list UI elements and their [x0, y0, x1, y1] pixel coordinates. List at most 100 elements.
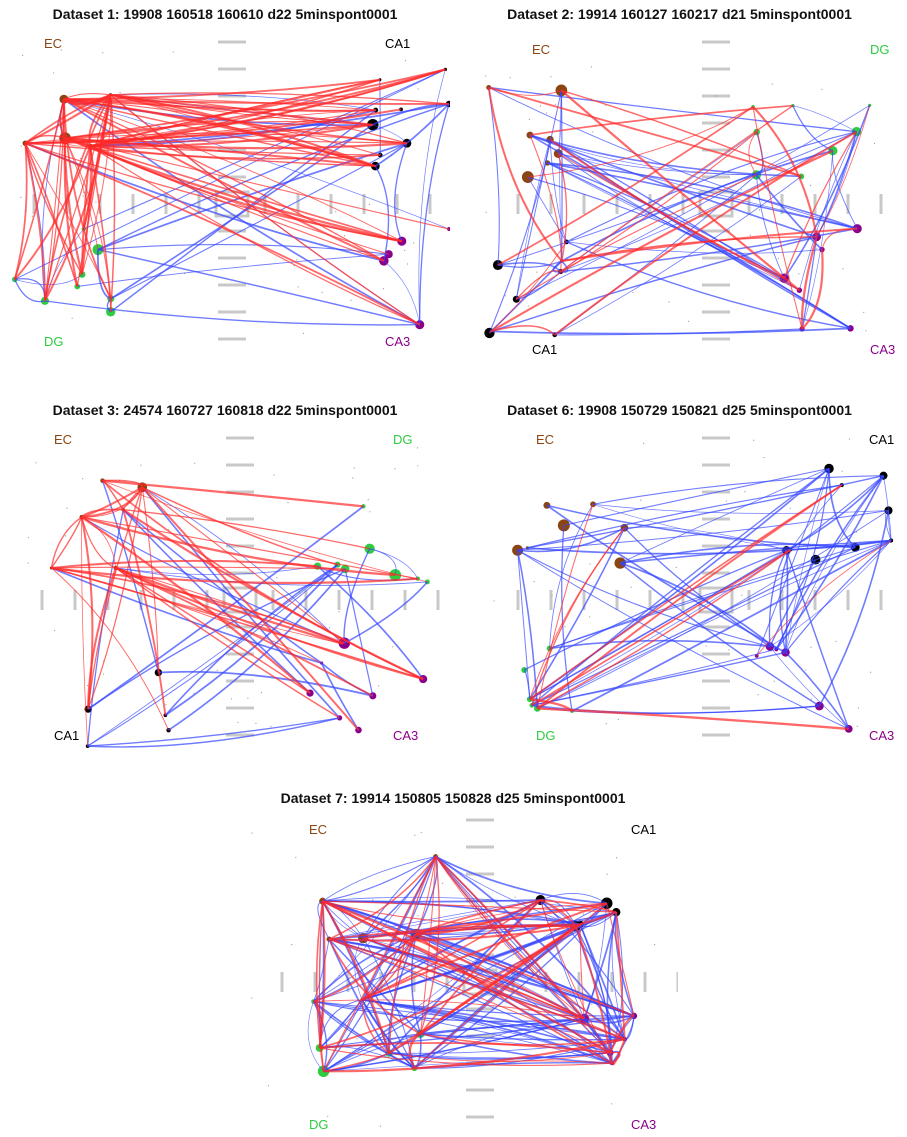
edge — [389, 1051, 611, 1060]
edge — [536, 549, 792, 710]
background-dot — [379, 1125, 382, 1127]
edge — [816, 105, 871, 238]
edge — [80, 516, 94, 710]
edge — [110, 92, 450, 105]
background-dot — [842, 268, 844, 270]
edge — [13, 143, 28, 280]
edge — [415, 899, 541, 936]
edge — [785, 540, 892, 653]
edge — [523, 669, 531, 700]
background-dot — [606, 873, 608, 875]
background-dot — [741, 594, 743, 596]
scaffold-center — [698, 190, 734, 218]
edge — [81, 516, 418, 580]
background-dot — [773, 680, 775, 682]
background-dot — [749, 234, 751, 236]
edge — [419, 103, 450, 325]
edge — [383, 260, 421, 325]
region-label-bl: DG — [44, 334, 64, 349]
edge — [536, 484, 843, 710]
edge — [557, 153, 800, 291]
edge — [13, 99, 65, 280]
edge — [611, 1038, 626, 1066]
edge — [540, 892, 607, 904]
edge — [361, 911, 617, 1001]
background-dot — [31, 215, 33, 217]
edge — [81, 145, 92, 275]
edge — [537, 707, 849, 731]
edge — [87, 564, 338, 747]
edge — [415, 933, 635, 1017]
edge — [497, 261, 562, 273]
edge — [561, 236, 817, 262]
edge — [531, 548, 792, 707]
background-dot — [528, 118, 531, 121]
edge — [554, 130, 857, 336]
background-dot — [809, 184, 812, 187]
edge — [531, 648, 777, 706]
background-dot — [165, 703, 167, 706]
edge — [64, 138, 99, 250]
region-label-tr: DG — [393, 432, 413, 447]
background-dot — [54, 629, 56, 632]
panel-title: Dataset 7: 19914 150805 150828 d25 5mins… — [280, 790, 626, 806]
scaffold-center — [698, 586, 734, 614]
background-dot — [538, 973, 541, 975]
edge — [748, 131, 758, 176]
background-dot — [392, 646, 394, 648]
background-dot — [247, 697, 249, 699]
edge — [123, 509, 370, 550]
edge — [87, 717, 340, 748]
edge — [361, 902, 608, 1001]
edge — [516, 131, 758, 300]
background-dot — [740, 189, 743, 191]
background-dot — [216, 669, 218, 671]
edge — [115, 567, 340, 719]
nodes — [251, 827, 656, 1127]
background-dot — [82, 478, 84, 480]
panel-title: Dataset 6: 19908 150729 150821 d25 5mins… — [507, 402, 852, 418]
edge — [63, 138, 79, 287]
background-dot — [630, 827, 632, 829]
edge — [490, 236, 817, 333]
edge — [24, 143, 112, 299]
background-dot — [367, 499, 369, 501]
edge — [322, 900, 585, 1020]
edge — [115, 565, 318, 575]
background-dot — [493, 600, 495, 602]
background-dot — [675, 566, 677, 568]
edge — [361, 899, 541, 1001]
background-dot — [856, 725, 858, 727]
edge — [63, 98, 385, 262]
edge — [313, 856, 436, 1002]
edges — [50, 479, 428, 748]
edge — [89, 145, 112, 299]
edge — [158, 670, 374, 697]
edge — [81, 515, 396, 577]
edge — [63, 98, 402, 242]
background-dot — [295, 856, 297, 858]
edge — [527, 106, 754, 178]
edge — [529, 527, 626, 700]
background-dot — [119, 92, 121, 94]
edge — [316, 565, 424, 680]
region-label-br: CA3 — [385, 334, 411, 349]
background-dot — [810, 698, 812, 700]
edge — [487, 87, 563, 262]
edge — [828, 468, 856, 548]
edge — [14, 278, 46, 301]
edge — [51, 566, 418, 585]
edge — [488, 86, 802, 178]
background-dot — [287, 501, 289, 504]
edge — [557, 90, 562, 154]
edge — [63, 98, 385, 262]
edge — [537, 510, 889, 709]
edge — [81, 516, 116, 569]
edge — [408, 1032, 422, 1069]
edge — [63, 98, 376, 111]
edge — [769, 646, 849, 730]
background-dot — [378, 685, 380, 687]
edge — [488, 87, 562, 96]
panel-title: Dataset 2: 19914 160127 160217 d21 5mins… — [507, 6, 852, 22]
edge — [560, 89, 801, 292]
